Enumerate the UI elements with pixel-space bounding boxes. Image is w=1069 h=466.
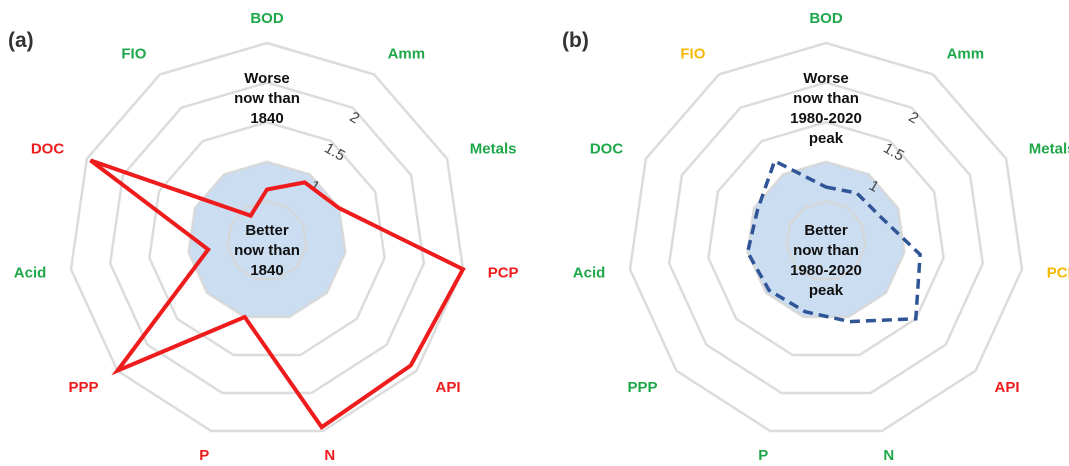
annotation-worse-line: now than: [234, 90, 300, 107]
annotation-worse-line: 1840: [250, 110, 283, 127]
radar-panel-a: 11.52BODAmmMetalsPCPAPINPPPPAcidDOCFIO(a…: [8, 10, 519, 464]
annotation-better-line: now than: [234, 242, 300, 259]
annotation-worse-line: now than: [793, 90, 859, 107]
grid-ring-4: [108, 81, 426, 395]
series-line-1: [89, 158, 466, 430]
baseline-region: [747, 161, 905, 317]
annotation-better-line: 1980-2020: [790, 262, 862, 279]
annotation-better-line: 1840: [250, 262, 283, 279]
grid-ring-4: [667, 81, 985, 395]
axis-label-bod: BOD: [809, 10, 843, 27]
axis-label-doc: DOC: [590, 140, 624, 157]
grid-ring-3: [148, 120, 386, 357]
axis-label-api: API: [995, 379, 1020, 396]
grid-ring-1: [785, 200, 867, 281]
axis-label-metals: Metals: [1029, 140, 1069, 157]
axis-label-n: N: [883, 447, 894, 464]
axis-label-amm: Amm: [947, 45, 985, 62]
tick-label: 1.5: [321, 140, 348, 165]
axis-label-amm: Amm: [388, 45, 426, 62]
axis-label-doc: DOC: [31, 140, 65, 157]
grid-ring-5: [628, 41, 1024, 433]
baseline-region: [188, 161, 346, 317]
annotation-better-line: peak: [809, 282, 844, 299]
axis-label-p: P: [758, 447, 768, 464]
axis-label-acid: Acid: [573, 265, 606, 282]
annotation-better-line: Better: [804, 222, 848, 239]
radar-panel-b: 11.52BODAmmMetalsPCPAPINPPPPAcidDOCFIO(b…: [562, 10, 1069, 464]
axis-label-fio: FIO: [121, 45, 146, 62]
series-line-1: [745, 158, 922, 324]
axis-label-acid: Acid: [14, 265, 47, 282]
axis-label-metals: Metals: [470, 140, 517, 157]
annotation-worse-line: Worse: [244, 70, 290, 87]
axis-label-pcp: PCP: [1047, 265, 1069, 282]
grid-ring-5: [69, 41, 465, 433]
axis-label-ppp: PPP: [68, 379, 98, 396]
panel-label: (a): [8, 29, 34, 52]
axis-label-pcp: PCP: [488, 265, 519, 282]
grid-ring-3: [707, 120, 945, 357]
annotation-better-line: now than: [793, 242, 859, 259]
axis-label-fio: FIO: [680, 45, 705, 62]
panel-label: (b): [562, 29, 589, 52]
axis-label-ppp: PPP: [627, 379, 657, 396]
annotation-worse-line: 1980-2020: [790, 110, 862, 127]
annotation-worse-line: peak: [809, 130, 844, 147]
axis-label-p: P: [199, 447, 209, 464]
annotation-worse-line: Worse: [803, 70, 849, 87]
axis-label-api: API: [436, 379, 461, 396]
axis-label-bod: BOD: [250, 10, 284, 27]
grid-ring-1: [226, 200, 308, 281]
annotation-better-line: Better: [245, 222, 289, 239]
tick-label: 1.5: [880, 140, 907, 165]
axis-label-n: N: [324, 447, 335, 464]
